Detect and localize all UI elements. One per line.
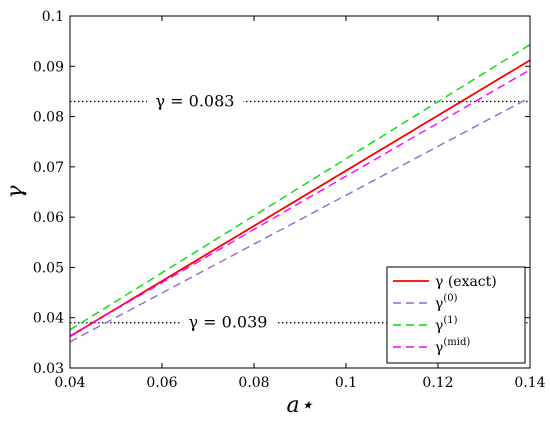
legend-label: γ(mid) — [435, 337, 470, 356]
x-tick-label: 0.06 — [146, 375, 177, 391]
x-tick-label: 0.1 — [335, 375, 357, 391]
reference-line-label: γ = 0.083 — [156, 91, 235, 110]
legend: γ (exact) γ(0) γ(1) γ(mid) — [386, 266, 526, 364]
reference-line-label: γ = 0.039 — [189, 313, 268, 332]
x-tick-label: 0.04 — [54, 375, 85, 391]
series-line-0 — [69, 59, 531, 338]
x-tick-label: 0.12 — [422, 375, 453, 391]
reference-label-bg — [147, 90, 243, 111]
legend-label: γ(0) — [435, 293, 458, 312]
y-tick-label: 0.07 — [33, 160, 64, 176]
series-lines — [69, 44, 531, 343]
legend-label: γ(1) — [435, 315, 458, 334]
x-axis-label: a⋆ — [287, 393, 314, 418]
y-tick-label: 0.03 — [33, 361, 64, 377]
series-line-3 — [69, 69, 531, 337]
series-line-1 — [69, 96, 531, 343]
plot-frame — [69, 15, 531, 369]
y-tick-label: 0.05 — [33, 260, 64, 276]
axis-ticks: 0.04 0.06 0.08 0.1 0.12 0.140.030.040.050.060… — [33, 9, 546, 391]
y-tick-label: 0.1 — [42, 9, 64, 25]
y-tick-label: 0.04 — [33, 311, 64, 327]
x-tick-label: 0.08 — [238, 375, 269, 391]
reference-label-bg — [180, 311, 276, 332]
x-tick-label: 0.14 — [514, 375, 545, 391]
y-tick-label: 0.06 — [33, 210, 64, 226]
y-tick-label: 0.08 — [33, 110, 64, 126]
y-tick-label: 0.09 — [33, 59, 64, 75]
legend-label: γ (exact) — [435, 274, 497, 290]
reference-lines: γ = 0.083 γ = 0.039 — [70, 90, 530, 332]
y-axis-label: γ — [3, 185, 28, 199]
